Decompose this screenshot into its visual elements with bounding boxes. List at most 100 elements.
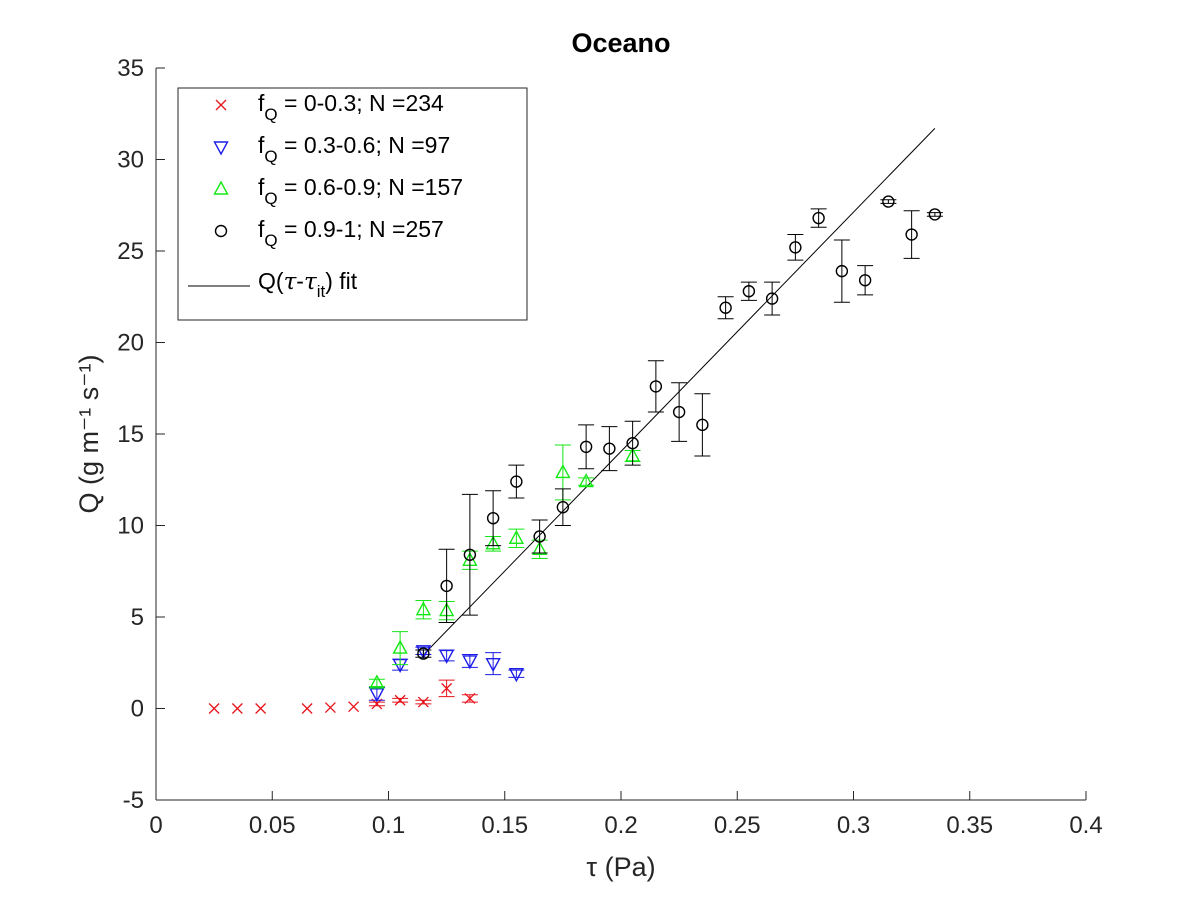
error-bar [764,281,781,316]
x-tick-label: 0 [149,812,162,839]
error-bar [415,649,432,658]
y-ticks: -5 0 5 10 15 20 25 30 35 [117,55,165,814]
data-point [485,657,501,673]
y-tick-label: 20 [117,330,144,357]
error-bar [787,234,804,261]
data-point [415,601,432,616]
plot-layer [208,128,943,714]
series-1 [368,645,525,703]
legend-entry-4: Q(τ-τit) fit [188,268,358,301]
data-point [438,649,455,664]
data-point [348,701,360,713]
series-4 [424,128,936,654]
y-tick-label: 30 [117,147,144,174]
data-point [578,473,594,488]
x-tick-label: 0.1 [372,812,405,839]
data-point [812,211,825,225]
legend-marker [214,224,228,238]
y-tick-label: 25 [117,238,144,265]
y-tick-label: 0 [131,696,144,723]
data-point [510,475,523,488]
data-point [417,696,429,708]
x-tick-label: 0.35 [946,812,993,839]
legend-box [177,87,528,321]
data-point [441,682,453,694]
x-tick-label: 0.05 [249,812,296,839]
x-axis-label: τ (Pa) [586,852,655,882]
data-point [369,688,385,703]
data-point [508,529,525,545]
data-point [672,405,686,419]
data-point [531,540,548,555]
error-bar [833,239,850,303]
legend-entry-1: fQ = 0.3-0.6; N =97 [213,132,450,166]
data-point [486,511,500,525]
data-point [556,501,570,514]
legend-label: Q(τ-τit) fit [258,268,358,301]
data-point [533,530,546,543]
data-point [231,703,243,714]
data-point [255,703,267,714]
series-3 [415,195,943,660]
legend-label: fQ = 0.6-0.9; N =157 [258,174,463,208]
data-point [626,436,639,450]
y-tick-label: 15 [117,421,144,448]
error-bar [554,488,571,526]
error-bar [671,382,688,442]
data-point [835,264,849,278]
error-bar [903,210,920,259]
legend-entry-2: fQ = 0.6-0.9; N =157 [213,174,463,208]
error-bar [485,490,502,547]
data-point [463,548,477,561]
error-bar [694,393,711,457]
legend-marker [213,141,229,156]
y-tick-label: 5 [131,604,144,631]
legend-label: fQ = 0-0.3; N =234 [258,90,444,124]
data-point [905,228,918,241]
error-bar [601,426,618,472]
data-point [696,418,709,432]
error-bar [717,296,734,320]
data-point [417,647,430,660]
data-point [765,292,779,305]
data-point [394,694,406,706]
x-tick-label: 0.3 [837,812,870,839]
error-bar [857,265,874,296]
data-point [369,674,385,689]
x-tick-label: 0.4 [1069,812,1102,839]
error-bar [647,360,664,413]
legend: fQ = 0-0.3; N =234 fQ = 0.3-0.6; N =97 fQ … [177,87,528,321]
data-point [208,703,220,714]
legend-entry-3: fQ = 0.9-1; N =257 [214,216,444,250]
data-point [324,702,336,714]
chart-title: Oceano [571,28,670,58]
data-point [555,463,571,479]
error-bar [438,548,455,623]
legend-label: fQ = 0.3-0.6; N =97 [258,132,450,166]
legend-marker [215,99,227,111]
legend-marker [213,180,229,195]
x-tick-label: 0.15 [481,812,528,839]
data-point [603,442,616,455]
data-point [858,274,872,287]
data-point [742,285,756,298]
data-point [464,692,476,704]
data-point [649,380,663,393]
data-point [462,655,478,670]
y-tick-label: 10 [117,513,144,540]
data-point [440,579,453,593]
data-point [301,703,313,714]
legend-label: fQ = 0.9-1; N =257 [258,216,444,250]
y-tick-label: -5 [123,787,144,814]
data-point [928,208,942,221]
y-tick-label: 35 [117,55,144,82]
error-bar [461,493,478,616]
data-point [882,195,895,208]
error-bar [531,519,548,554]
legend-entry-0: fQ = 0-0.3; N =234 [215,90,444,124]
data-point [579,440,593,454]
series-0 [208,679,478,714]
data-point [392,639,408,654]
error-bar [392,631,409,666]
